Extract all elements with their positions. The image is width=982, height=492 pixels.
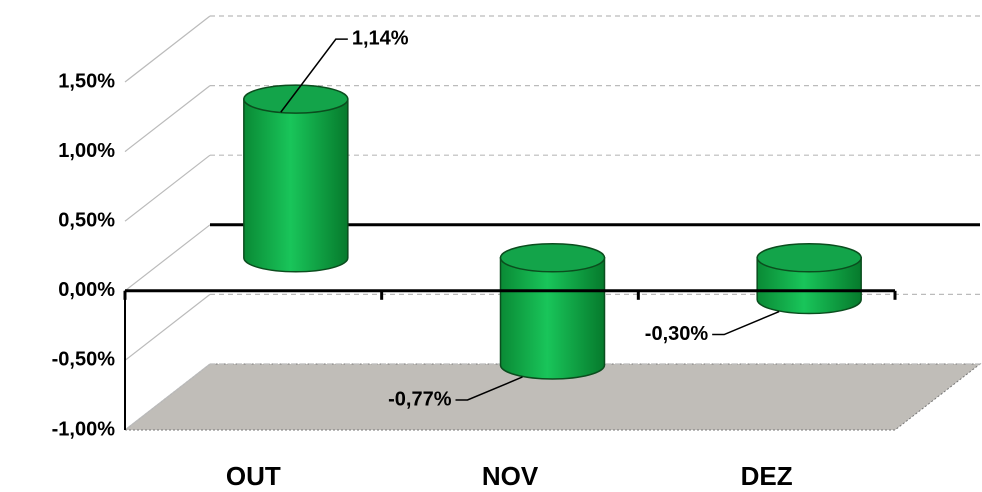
y-tick-label: -1,00% (52, 418, 116, 440)
cylinder-bar (756, 257, 862, 315)
cylinder-cap (499, 243, 606, 273)
cylinder-bar (499, 257, 606, 380)
grid-line (124, 363, 211, 431)
y-tick-label: -0,50% (52, 349, 116, 371)
leader-line (455, 376, 523, 401)
y-tick-label: 1,00% (58, 140, 115, 162)
x-tick-label: DEZ (741, 461, 793, 491)
x-tick-label: NOV (482, 461, 539, 491)
grid-line (124, 154, 211, 222)
cylinder-cap (243, 84, 349, 114)
data-label: -0,30% (645, 323, 709, 345)
data-label: -0,77% (388, 388, 452, 410)
grid-line (124, 293, 211, 361)
y-tick-label: 1,50% (58, 70, 115, 92)
leader-line (280, 38, 348, 113)
cylinder-bar (243, 98, 349, 273)
cylinder-cap (756, 243, 862, 273)
grid-line (124, 85, 211, 153)
x-tick-label: OUT (226, 461, 281, 491)
leader-line (712, 310, 780, 336)
y-tick-label: 0,50% (58, 209, 115, 231)
grid-line (124, 224, 211, 292)
grid-line (124, 15, 211, 83)
y-tick-label: 0,00% (58, 279, 115, 301)
data-label: 1,14% (352, 27, 409, 49)
